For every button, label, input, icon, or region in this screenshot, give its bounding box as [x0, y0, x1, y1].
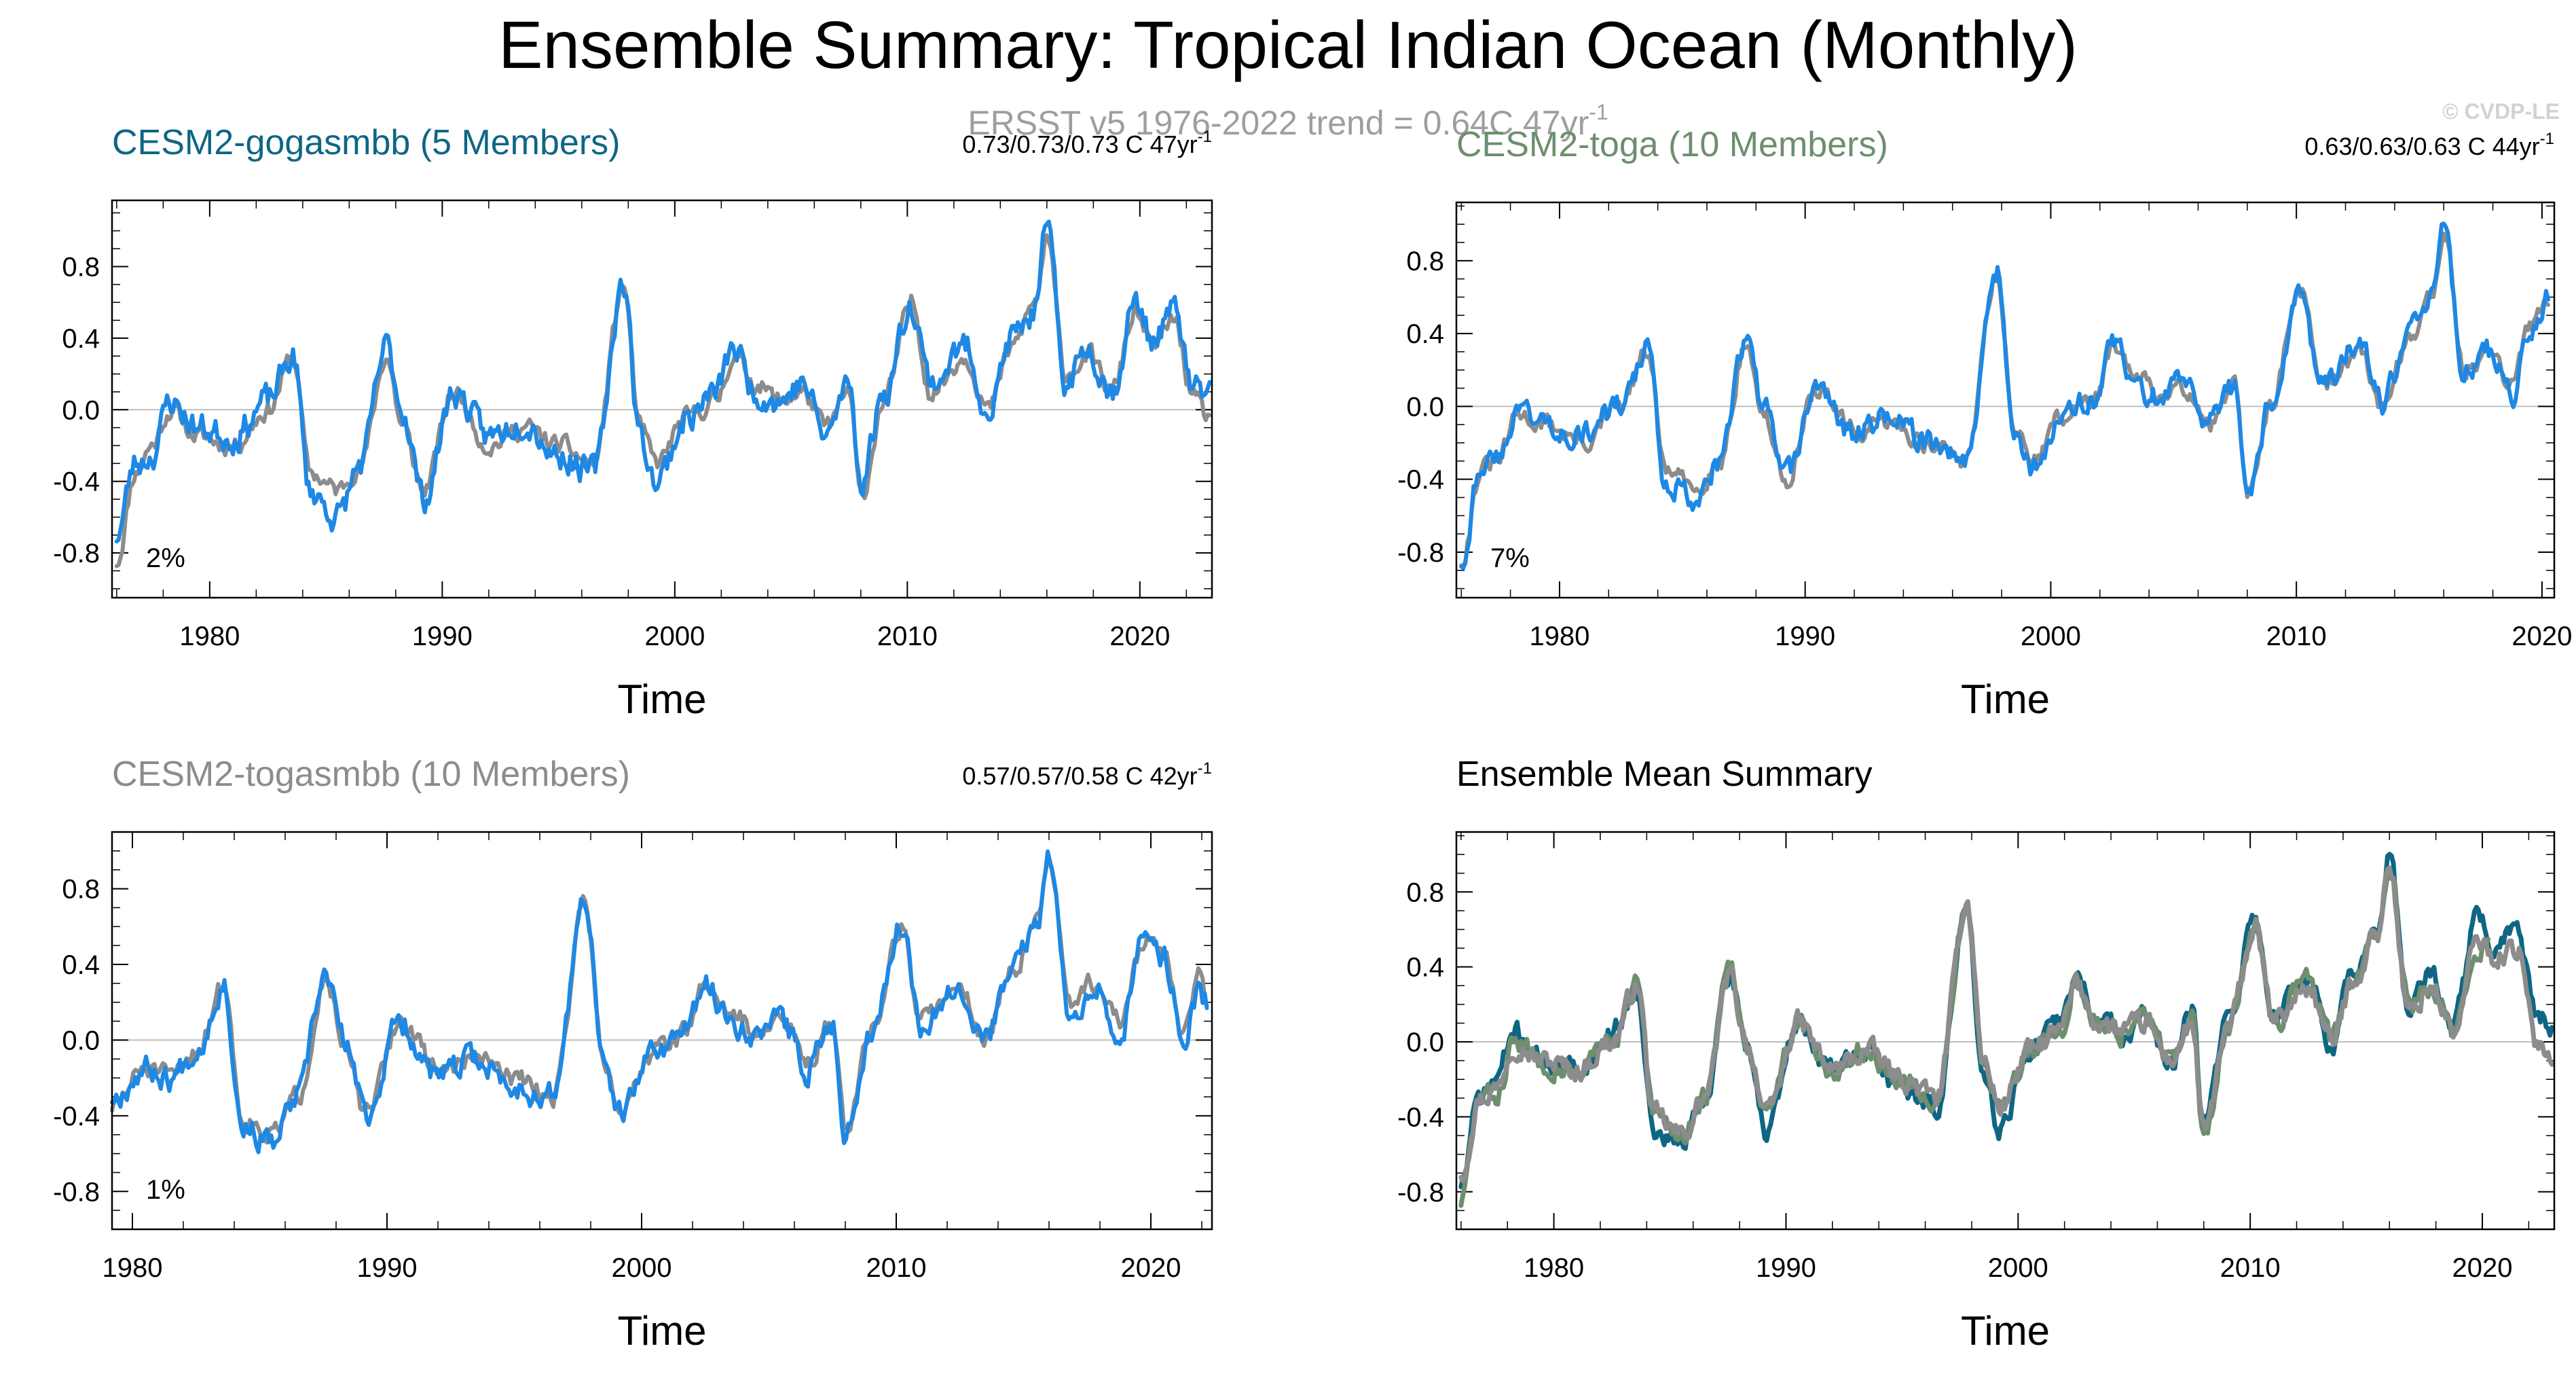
y-tick-label: -0.8 — [53, 539, 100, 568]
x-tick-label: 2000 — [644, 621, 705, 651]
y-tick-label: 0.0 — [62, 1026, 100, 1055]
panels: CESM2-gogasmbb (5 Members) 0.73/0.73/0.73… — [53, 123, 2572, 1354]
y-tick-label: 0.8 — [62, 875, 100, 905]
chart-panel-1: CESM2-gogasmbb (5 Members) 0.73/0.73/0.73… — [53, 123, 1213, 722]
series-line — [114, 233, 1212, 568]
x-tick-label: 2010 — [2220, 1253, 2281, 1283]
panel-trend-label: 0.63/0.63/0.63 C 44yr-1 — [2304, 130, 2554, 160]
panel-trend-label: 0.73/0.73/0.73 C 47yr-1 — [962, 128, 1212, 158]
x-axis-title: Time — [1961, 676, 2050, 722]
x-tick-label: 2020 — [1121, 1253, 1181, 1283]
percent-label: 7% — [1490, 543, 1530, 573]
y-tick-label: 0.4 — [62, 324, 100, 354]
panel-title: Ensemble Mean Summary — [1456, 755, 1873, 794]
series-line — [1458, 865, 2555, 1184]
panel-title: CESM2-toga (10 Members) — [1456, 125, 1888, 164]
panel-trend-exponent: -1 — [1198, 128, 1212, 146]
x-tick-label: 1990 — [412, 621, 473, 651]
observations-trend-text: ERSST v5 1976-2022 trend = 0.64C 47yr — [968, 104, 1589, 142]
y-tick-label: 0.8 — [1406, 877, 1444, 907]
y-tick-label: 0.4 — [62, 950, 100, 980]
observations-trend-label: ERSST v5 1976-2022 trend = 0.64C 47yr-1 — [968, 100, 1608, 142]
x-tick-label: 1990 — [1756, 1253, 1816, 1283]
x-tick-label: 2020 — [2452, 1253, 2513, 1283]
x-tick-label: 1980 — [1529, 621, 1589, 651]
x-tick-label: 1990 — [357, 1253, 418, 1283]
x-tick-label: 1980 — [179, 621, 240, 651]
panel-title: CESM2-gogasmbb (5 Members) — [112, 123, 620, 162]
panel-trend-text: 0.63/0.63/0.63 C 44yr — [2304, 132, 2539, 160]
y-tick-label: -0.8 — [1397, 538, 1444, 568]
y-tick-label: -0.8 — [1397, 1178, 1444, 1208]
panel-trend-text: 0.57/0.57/0.58 C 42yr — [962, 762, 1197, 790]
percent-label: 1% — [146, 1175, 185, 1205]
y-tick-label: -0.4 — [53, 467, 100, 497]
y-tick-label: -0.8 — [53, 1177, 100, 1207]
figure-title: Ensemble Summary: Tropical Indian Ocean … — [498, 7, 2078, 82]
plot-frame — [1455, 831, 2556, 1231]
x-tick-label: 2010 — [2266, 621, 2327, 651]
x-tick-label: 2010 — [866, 1253, 927, 1283]
x-tick-label: 1990 — [1775, 621, 1835, 651]
chart-panel-3: CESM2-togasmbb (10 Members) 0.57/0.57/0.5… — [53, 755, 1213, 1354]
y-tick-label: -0.4 — [1397, 465, 1444, 495]
x-tick-label: 2020 — [2511, 621, 2572, 651]
copyright-label: © CVDP-LE — [2442, 99, 2560, 124]
panel-trend-exponent: -1 — [1198, 759, 1212, 778]
plot-frame — [1455, 201, 2556, 599]
plot-frame — [111, 199, 1213, 599]
y-tick-label: -0.4 — [1397, 1102, 1444, 1132]
panel-trend-exponent: -1 — [2540, 130, 2554, 148]
y-tick-label: 0.8 — [62, 253, 100, 283]
x-tick-label: 2000 — [612, 1253, 672, 1283]
chart-panel-4: Ensemble Mean Summary -0.8 -0.4 0.0 0.4 0.8 19… — [1397, 755, 2556, 1354]
x-tick-label: 1980 — [1524, 1253, 1584, 1283]
series-line — [1459, 221, 2550, 571]
y-tick-label: 0.0 — [1406, 1028, 1444, 1057]
y-tick-label: 0.4 — [1406, 319, 1444, 349]
panel-trend-label: 0.57/0.57/0.58 C 42yr-1 — [962, 759, 1212, 790]
panel-title: CESM2-togasmbb (10 Members) — [112, 755, 630, 794]
chart-panel-2: CESM2-toga (10 Members) 0.63/0.63/0.63 C … — [1397, 125, 2572, 722]
y-tick-label: 0.8 — [1406, 247, 1444, 276]
x-axis-title: Time — [617, 1308, 706, 1354]
observations-trend-exponent: -1 — [1589, 100, 1608, 124]
y-tick-label: 0.4 — [1406, 953, 1444, 983]
series-line — [114, 219, 1212, 544]
x-tick-label: 2000 — [1988, 1253, 2048, 1283]
y-tick-label: 0.0 — [1406, 392, 1444, 422]
percent-label: 2% — [146, 543, 185, 573]
y-tick-label: -0.4 — [53, 1102, 100, 1131]
x-tick-label: 2020 — [1109, 621, 1170, 651]
x-axis-title: Time — [617, 676, 706, 722]
plot-frame — [111, 831, 1213, 1231]
x-tick-label: 2000 — [2021, 621, 2081, 651]
panel-trend-text: 0.73/0.73/0.73 C 47yr — [962, 130, 1197, 158]
y-tick-label: 0.0 — [62, 395, 100, 425]
series-line — [110, 849, 1209, 1155]
x-tick-label: 1980 — [103, 1253, 163, 1283]
x-tick-label: 2010 — [877, 621, 938, 651]
x-axis-title: Time — [1961, 1308, 2050, 1354]
